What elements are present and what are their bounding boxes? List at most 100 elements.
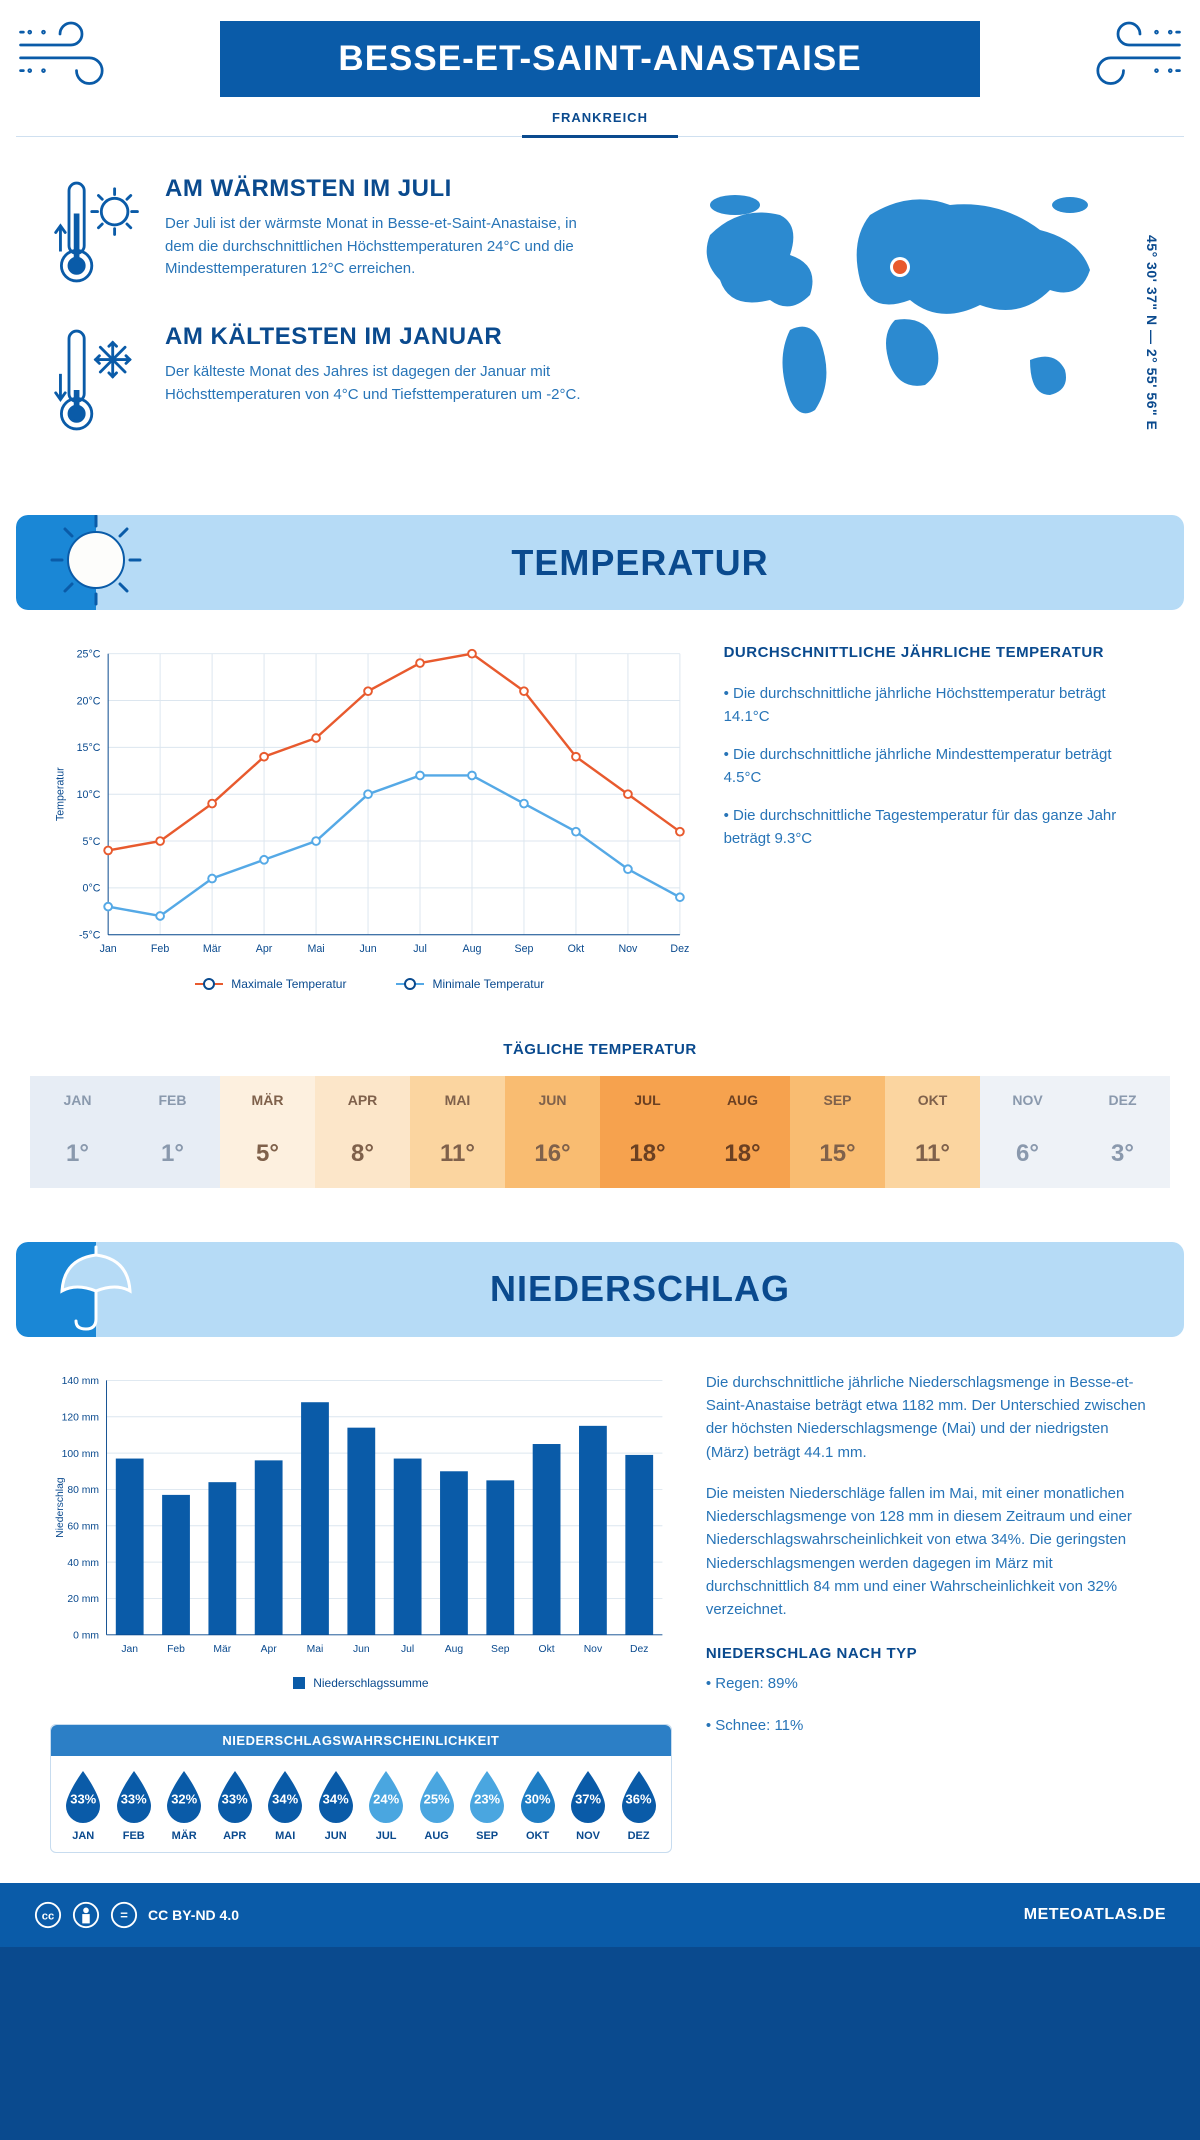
svg-text:=: = [120, 1908, 128, 1923]
prob-cell: 36%DEZ [614, 1768, 662, 1842]
daily-title: TÄGLICHE TEMPERATUR [16, 1041, 1184, 1058]
prob-cell: 24%JUL [362, 1768, 410, 1842]
svg-text:Aug: Aug [445, 1644, 464, 1655]
prob-cell: 32%MÄR [160, 1768, 208, 1842]
precip-legend: Niederschlagssumme [50, 1676, 672, 1690]
svg-text:Niederschlag: Niederschlag [55, 1477, 66, 1538]
precip-para: Die durchschnittliche jährliche Niedersc… [706, 1371, 1150, 1464]
daily-cell: OKT11° [885, 1076, 980, 1188]
precip-type-item: • Regen: 89% [706, 1672, 1150, 1695]
svg-text:Jul: Jul [413, 943, 427, 955]
daily-cell: FEB1° [125, 1076, 220, 1188]
svg-text:0 mm: 0 mm [73, 1630, 99, 1641]
prob-title: NIEDERSCHLAGSWAHRSCHEINLICHKEIT [51, 1725, 671, 1756]
thermometer-sun-icon [50, 175, 145, 295]
temp-bullet: • Die durchschnittliche Tagestemperatur … [724, 805, 1150, 850]
site-name: METEOATLAS.DE [1024, 1906, 1166, 1924]
section-title: TEMPERATUR [96, 542, 1184, 584]
daily-cell: DEZ3° [1075, 1076, 1170, 1188]
svg-text:Jul: Jul [401, 1644, 414, 1655]
svg-text:Nov: Nov [584, 1644, 603, 1655]
warmest-block: AM WÄRMSTEN IM JULI Der Juli ist der wär… [50, 175, 656, 295]
daily-cell: SEP15° [790, 1076, 885, 1188]
svg-text:25°C: 25°C [77, 649, 101, 661]
wind-icon [1074, 16, 1184, 101]
svg-text:40 mm: 40 mm [67, 1558, 99, 1569]
daily-cell: APR8° [315, 1076, 410, 1188]
svg-text:Apr: Apr [256, 943, 273, 955]
precip-type-title: NIEDERSCHLAG NACH TYP [706, 1645, 1150, 1662]
prob-cell: 23%SEP [463, 1768, 511, 1842]
svg-text:20 mm: 20 mm [67, 1594, 99, 1605]
svg-text:Apr: Apr [261, 1644, 278, 1655]
warmest-title: AM WÄRMSTEN IM JULI [165, 175, 595, 203]
title-block: BESSE-ET-SAINT-ANASTAISE [220, 21, 980, 97]
world-map [690, 175, 1150, 440]
temperature-chart: -5°C0°C5°C10°C15°C20°C25°CJanFebMärAprMa… [50, 644, 690, 991]
header-row: BESSE-ET-SAINT-ANASTAISE [16, 16, 1184, 101]
daily-cell: MÄR5° [220, 1076, 315, 1188]
svg-text:cc: cc [42, 1911, 54, 1923]
svg-text:Feb: Feb [167, 1644, 185, 1655]
svg-text:Jan: Jan [121, 1644, 138, 1655]
svg-text:Mär: Mär [213, 1644, 231, 1655]
section-header-precip: NIEDERSCHLAG [16, 1242, 1184, 1337]
svg-text:Dez: Dez [630, 1644, 648, 1655]
sun-icon [46, 515, 146, 610]
umbrella-icon [46, 1242, 146, 1337]
svg-text:20°C: 20°C [77, 695, 101, 707]
coldest-block: AM KÄLTESTEN IM JANUAR Der kälteste Mona… [50, 323, 656, 443]
svg-text:120 mm: 120 mm [62, 1412, 99, 1423]
svg-text:Sep: Sep [515, 943, 534, 955]
svg-text:Dez: Dez [670, 943, 689, 955]
temperature-text: DURCHSCHNITTLICHE JÄHRLICHE TEMPERATUR •… [724, 644, 1150, 991]
prob-cell: 37%NOV [564, 1768, 612, 1842]
svg-text:Mär: Mär [203, 943, 222, 955]
daily-temperature-strip: JAN1°FEB1°MÄR5°APR8°MAI11°JUN16°JUL18°AU… [30, 1076, 1170, 1188]
coldest-text: Der kälteste Monat des Jahres ist dagege… [165, 361, 595, 406]
thermometer-snow-icon [50, 323, 145, 443]
wind-icon [16, 16, 126, 101]
coordinates: 45° 30' 37" N — 2° 55' 56" E [1144, 235, 1160, 430]
prob-cell: 33%JAN [59, 1768, 107, 1842]
svg-text:Sep: Sep [491, 1644, 510, 1655]
svg-text:Aug: Aug [463, 943, 482, 955]
coldest-title: AM KÄLTESTEN IM JANUAR [165, 323, 595, 351]
page-title: BESSE-ET-SAINT-ANASTAISE [250, 39, 950, 79]
country-row: FRANKREICH [16, 109, 1184, 137]
daily-cell: AUG18° [695, 1076, 790, 1188]
footer: cc = CC BY-ND 4.0 METEOATLAS.DE [0, 1883, 1200, 1947]
svg-text:-5°C: -5°C [79, 930, 101, 942]
svg-text:60 mm: 60 mm [67, 1521, 99, 1532]
svg-text:Jan: Jan [100, 943, 117, 955]
svg-text:5°C: 5°C [83, 836, 101, 848]
svg-text:Mai: Mai [307, 1644, 324, 1655]
prob-cell: 33%APR [210, 1768, 258, 1842]
svg-text:Jun: Jun [359, 943, 376, 955]
prob-cell: 33%FEB [109, 1768, 157, 1842]
svg-text:Temperatur: Temperatur [55, 767, 67, 821]
svg-text:Jun: Jun [353, 1644, 370, 1655]
section-header-temperature: TEMPERATUR [16, 515, 1184, 610]
license-text: CC BY-ND 4.0 [148, 1907, 239, 1923]
daily-cell: MAI11° [410, 1076, 505, 1188]
warmest-text: Der Juli ist der wärmste Monat in Besse-… [165, 213, 595, 281]
svg-text:100 mm: 100 mm [62, 1449, 99, 1460]
temp-bullet: • Die durchschnittliche jährliche Höchst… [724, 683, 1150, 728]
precip-text: Die durchschnittliche jährliche Niedersc… [706, 1371, 1150, 1853]
svg-text:Mai: Mai [307, 943, 324, 955]
daily-cell: JAN1° [30, 1076, 125, 1188]
precip-para: Die meisten Niederschläge fallen im Mai,… [706, 1482, 1150, 1622]
license-block: cc = CC BY-ND 4.0 [34, 1901, 239, 1929]
precip-type-item: • Schnee: 11% [706, 1714, 1150, 1737]
country-label: FRANKREICH [522, 110, 678, 138]
precip-probability-box: NIEDERSCHLAGSWAHRSCHEINLICHKEIT 33%JAN33… [50, 1724, 672, 1853]
prob-cell: 30%OKT [513, 1768, 561, 1842]
prob-cell: 25%AUG [412, 1768, 460, 1842]
prob-cell: 34%JUN [311, 1768, 359, 1842]
svg-text:Nov: Nov [618, 943, 638, 955]
svg-text:140 mm: 140 mm [62, 1376, 99, 1387]
temp-subtitle: DURCHSCHNITTLICHE JÄHRLICHE TEMPERATUR [724, 644, 1150, 661]
daily-cell: JUL18° [600, 1076, 695, 1188]
temp-bullet: • Die durchschnittliche jährliche Mindes… [724, 744, 1150, 789]
